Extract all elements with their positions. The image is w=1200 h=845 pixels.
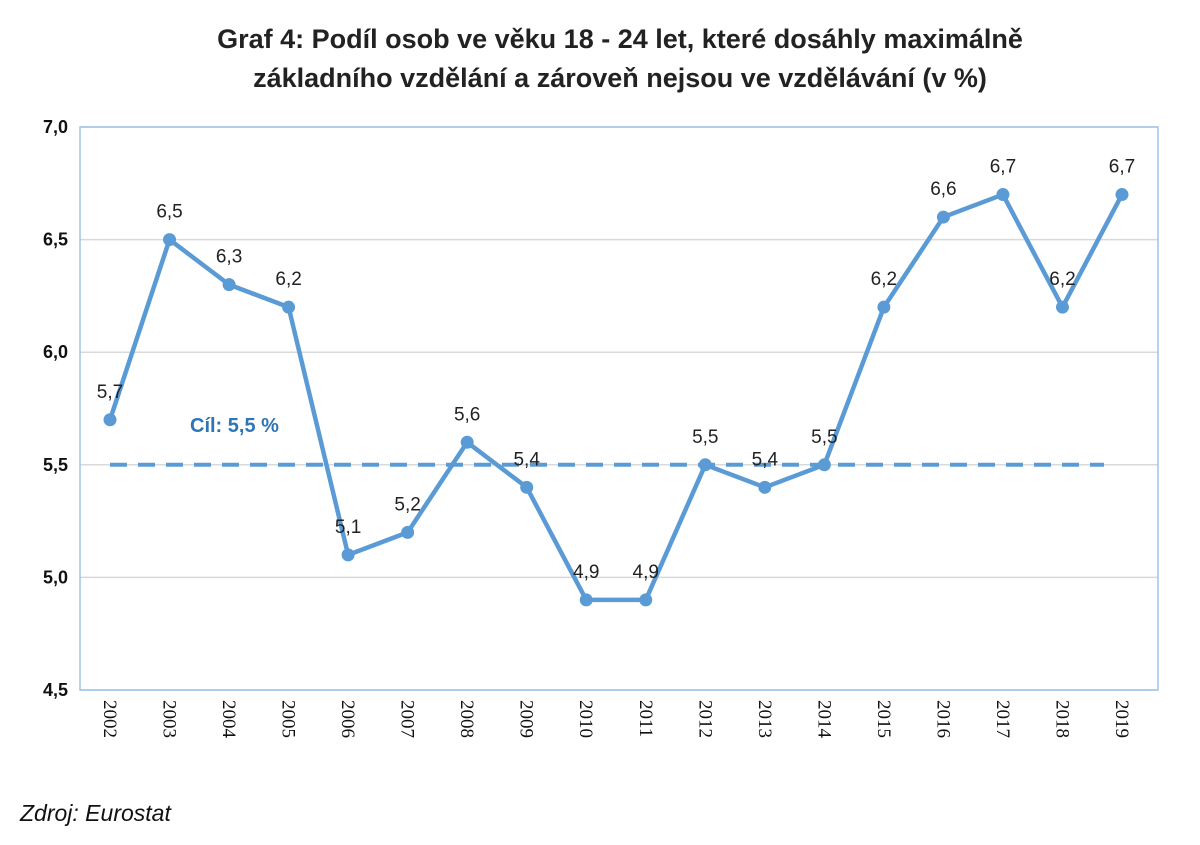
data-label: 5,5 (811, 427, 837, 448)
plot-border (79, 126, 1159, 691)
y-tick-label: 5,5 (43, 455, 68, 475)
x-tick-label: 2018 (1051, 700, 1072, 738)
data-label: 6,7 (990, 157, 1016, 178)
data-label: 6,6 (930, 179, 956, 200)
chart-title-line-1: Graf 4: Podíl osob ve věku 18 - 24 let, … (217, 24, 1023, 54)
data-label: 5,2 (394, 494, 420, 515)
y-tick-label: 6,0 (43, 342, 68, 362)
line-chart: Graf 4: Podíl osob ve věku 18 - 24 let, … (43, 24, 1159, 739)
data-label: 5,6 (454, 404, 480, 425)
data-label: 4,9 (633, 562, 659, 583)
data-point (758, 480, 772, 494)
x-axis-ticks: 2002 2003 2004 2005 2006 2007 2008 2009 2010 2011… (99, 700, 1132, 739)
data-point (163, 233, 177, 247)
data-label: 4,9 (573, 562, 599, 583)
data-point (341, 548, 355, 562)
data-label: 5,1 (335, 517, 361, 538)
data-point (877, 300, 891, 314)
data-label: 5,5 (692, 427, 718, 448)
data-label: 6,3 (216, 247, 242, 268)
x-tick-label: 2010 (575, 700, 596, 738)
x-tick-label: 2012 (694, 700, 715, 738)
y-tick-label: 4,5 (43, 680, 68, 700)
data-point (1115, 188, 1129, 202)
data-point (996, 188, 1010, 202)
data-point (401, 525, 415, 539)
data-labels: 5,7 6,5 6,3 6,2 5,1 5,2 5,6 5,4 4,9 4,9 5,5 5,4 5,5 6… (97, 157, 1135, 583)
data-label: 6,5 (156, 202, 182, 223)
x-tick-label: 2016 (932, 700, 953, 738)
data-point (639, 593, 653, 607)
x-tick-label: 2006 (337, 700, 358, 738)
x-tick-label: 2019 (1111, 700, 1132, 738)
data-point (579, 593, 593, 607)
x-tick-label: 2004 (218, 700, 239, 739)
x-tick-label: 2003 (159, 700, 180, 738)
data-point (460, 435, 474, 449)
target-label: Cíl: 5,5 % (190, 415, 279, 437)
y-tick-label: 7,0 (43, 117, 68, 137)
x-tick-label: 2007 (397, 700, 418, 738)
plot-frame (79, 126, 1159, 691)
x-tick-label: 2002 (99, 700, 120, 738)
data-point (936, 210, 950, 224)
x-tick-label: 2008 (456, 700, 477, 738)
y-axis-ticks: 4,5 5,0 5,5 6,0 6,5 7,0 (43, 117, 68, 700)
data-point (520, 480, 534, 494)
x-tick-label: 2011 (635, 700, 656, 737)
x-tick-label: 2009 (516, 700, 537, 738)
data-point (103, 413, 117, 427)
data-point (817, 458, 831, 472)
data-label: 6,2 (275, 269, 301, 290)
series-line (107, 192, 1125, 603)
data-point (1055, 300, 1069, 314)
series-line-group (103, 188, 1129, 607)
data-label: 6,7 (1109, 157, 1135, 178)
y-tick-label: 5,0 (43, 567, 68, 587)
data-label: 6,2 (871, 269, 897, 290)
chart-title-line-2: základního vzdělání a zároveň nejsou ve … (253, 63, 987, 93)
data-label: 6,2 (1049, 269, 1075, 290)
x-tick-label: 2013 (754, 700, 775, 738)
data-label: 5,7 (97, 382, 123, 403)
x-tick-label: 2014 (813, 700, 834, 739)
source-note: Zdroj: Eurostat (20, 800, 171, 826)
x-tick-label: 2017 (992, 700, 1013, 738)
y-tick-label: 6,5 (43, 230, 68, 250)
data-point (698, 458, 712, 472)
data-label: 5,4 (752, 449, 779, 470)
x-tick-label: 2005 (278, 700, 299, 738)
data-label: 5,4 (513, 449, 540, 470)
data-point (222, 278, 236, 292)
gridlines (80, 126, 1158, 691)
x-tick-label: 2015 (873, 700, 894, 738)
data-point (282, 300, 296, 314)
target-line-group: Cíl: 5,5 % (110, 415, 1104, 467)
